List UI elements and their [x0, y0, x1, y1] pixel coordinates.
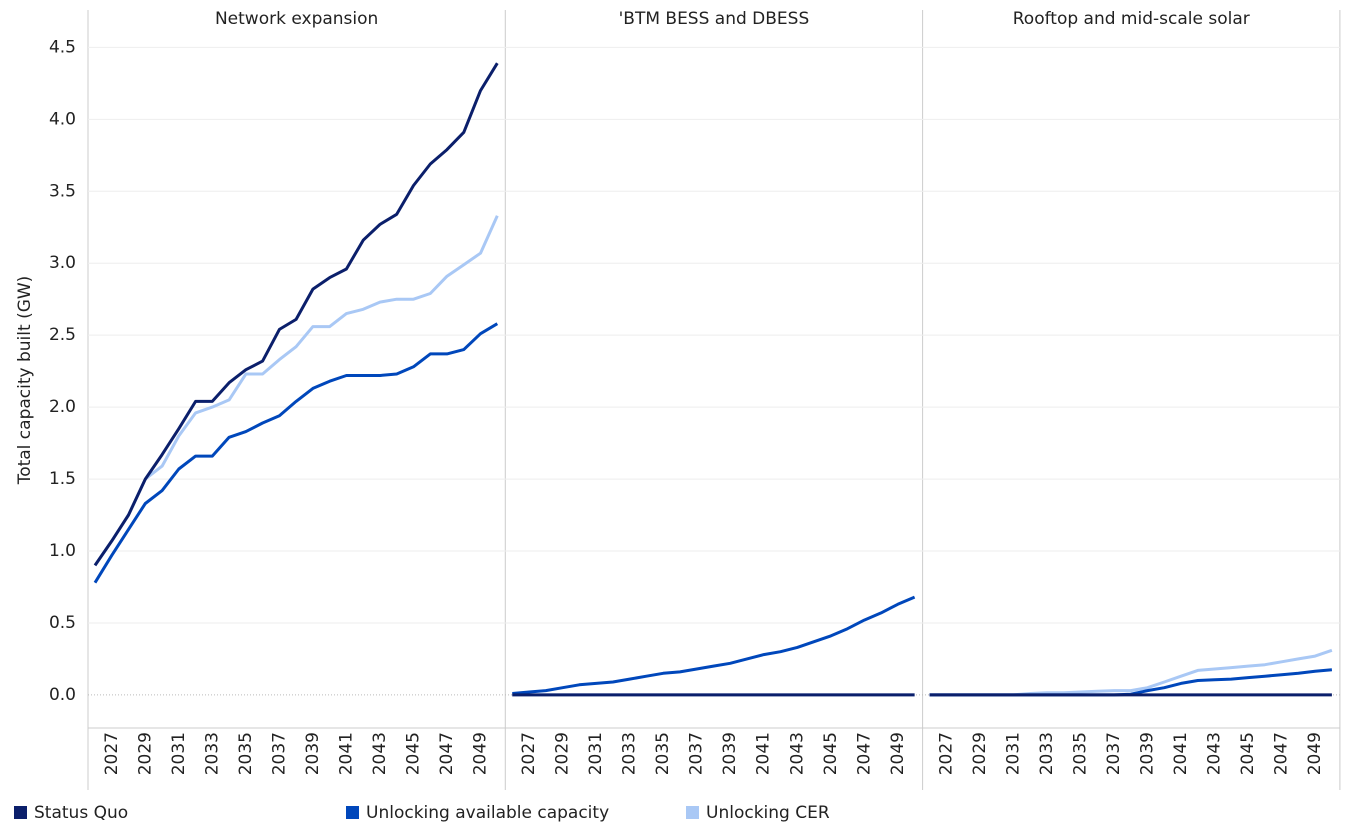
legend-swatch	[346, 806, 359, 819]
panel-title: 'BTM BESS and DBESS	[619, 9, 810, 29]
x-tick-label: 2047	[437, 732, 457, 775]
y-tick-label: 3.5	[49, 181, 76, 201]
x-tick-label: 2039	[1138, 732, 1158, 775]
panel-title: Rooftop and mid-scale solar	[1013, 9, 1250, 29]
x-tick-label: 2049	[1305, 732, 1325, 775]
x-tick-label: 2043	[1205, 732, 1225, 775]
y-tick-label: 1.0	[49, 541, 76, 561]
x-tick-label: 2033	[1037, 732, 1057, 775]
x-tick-label: 2029	[970, 732, 990, 775]
x-tick-label: 2033	[620, 732, 640, 775]
x-tick-label: 2045	[403, 732, 423, 775]
series-line	[93, 215, 499, 567]
x-tick-label: 2041	[1171, 732, 1191, 775]
x-tick-label: 2043	[370, 732, 390, 775]
y-tick-label: 2.5	[49, 325, 76, 345]
x-tick-label: 2029	[553, 732, 573, 775]
x-tick-label: 2045	[1238, 732, 1258, 775]
x-tick-label: 2045	[821, 732, 841, 775]
series-line	[93, 322, 499, 584]
panel-title: Network expansion	[215, 9, 378, 29]
x-tick-label: 2043	[787, 732, 807, 775]
x-tick-label: 2047	[1272, 732, 1292, 775]
y-tick-label: 0.5	[49, 613, 76, 633]
x-tick-label: 2037	[687, 732, 707, 775]
x-tick-label: 2047	[854, 732, 874, 775]
legend-label: Unlocking available capacity	[366, 803, 609, 823]
x-tick-label: 2035	[236, 732, 256, 775]
x-tick-label: 2049	[888, 732, 908, 775]
series-line	[929, 648, 1333, 697]
x-tick-label: 2041	[336, 732, 356, 775]
y-axis-title: Total capacity built (GW)	[15, 276, 35, 486]
x-tick-label: 2027	[102, 732, 122, 775]
x-tick-label: 2039	[720, 732, 740, 775]
y-tick-label: 1.5	[49, 469, 76, 489]
legend-label: Unlocking CER	[706, 803, 830, 823]
x-tick-label: 2031	[169, 732, 189, 775]
x-tick-label: 2037	[1104, 732, 1124, 775]
series-line	[93, 62, 499, 567]
x-tick-label: 2039	[303, 732, 323, 775]
legend-label: Status Quo	[34, 803, 128, 823]
y-tick-label: 3.0	[49, 253, 76, 273]
x-tick-label: 2029	[135, 732, 155, 775]
legend-swatch	[686, 806, 699, 819]
x-tick-label: 2027	[936, 732, 956, 775]
x-tick-label: 2041	[754, 732, 774, 775]
series-line	[512, 595, 916, 695]
x-tick-label: 2033	[202, 732, 222, 775]
x-tick-label: 2031	[586, 732, 606, 775]
y-tick-label: 4.0	[49, 109, 76, 129]
x-tick-label: 2027	[519, 732, 539, 775]
x-tick-label: 2035	[653, 732, 673, 775]
y-tick-label: 0.0	[49, 685, 76, 705]
legend-swatch	[14, 806, 27, 819]
x-tick-label: 2049	[471, 732, 491, 775]
x-tick-label: 2035	[1070, 732, 1090, 775]
x-tick-label: 2037	[269, 732, 289, 775]
y-tick-label: 4.5	[49, 37, 76, 57]
x-tick-label: 2031	[1003, 732, 1023, 775]
y-tick-label: 2.0	[49, 397, 76, 417]
